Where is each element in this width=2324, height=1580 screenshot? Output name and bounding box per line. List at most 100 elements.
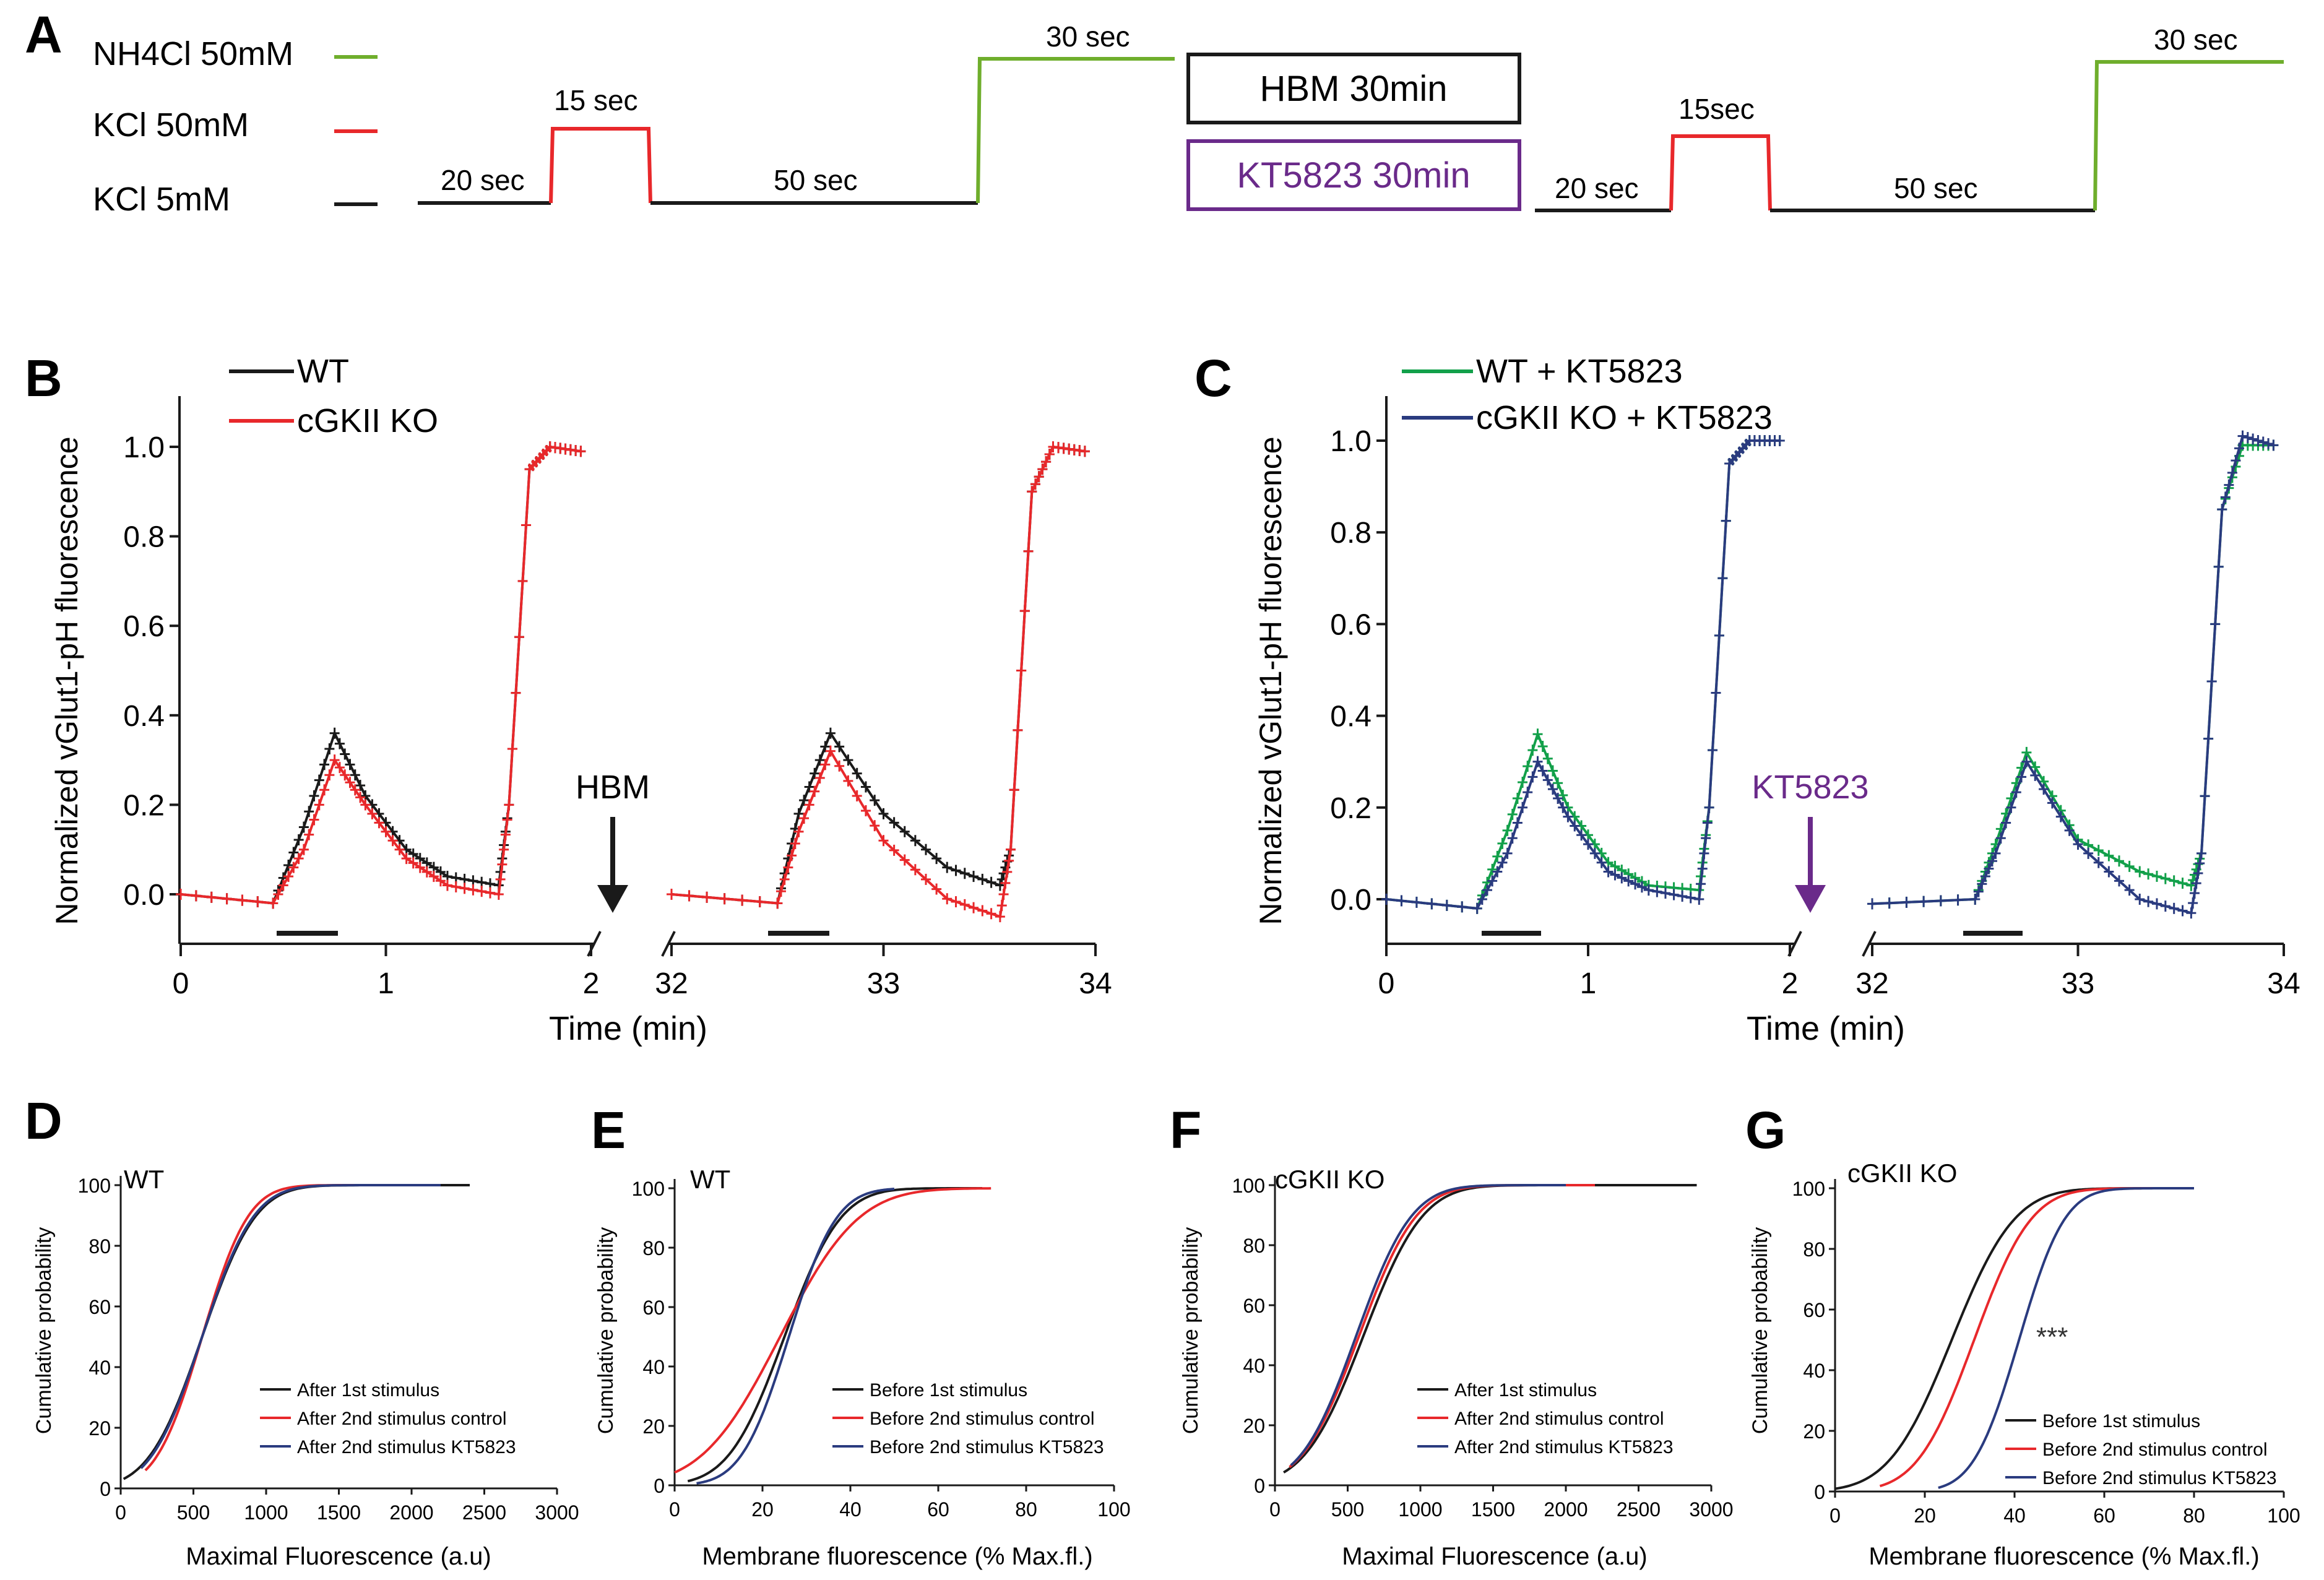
cdf-curve-3 xyxy=(696,1188,895,1485)
panel-g-ylabel: Cumulative probability xyxy=(1748,1227,1772,1435)
panel-c: C Normalized vGlut1-pH fluorescence Time… xyxy=(1194,349,2300,1047)
y-tick-label: 0.6 xyxy=(123,610,165,643)
x-tick-label: 20 xyxy=(751,1498,774,1521)
x-tick-label: 60 xyxy=(927,1498,949,1521)
x-tick-label: 500 xyxy=(177,1501,210,1524)
panel-b-axes: 0.0 0.2 0.4 0.6 0.8 1.0 0 1 2 32 33 34 xyxy=(123,396,1112,1000)
panel-letter-a: A xyxy=(25,6,63,64)
x-tick-label: 100 xyxy=(2267,1504,2300,1527)
y-tick-label: 20 xyxy=(89,1417,111,1440)
protocol2-seg2-label: 15sec xyxy=(1678,93,1755,125)
x-tick-label: 32 xyxy=(1855,967,1888,1000)
panel-c-break-mark xyxy=(1862,931,1877,957)
legend-kcl50-label: KCl 50mM xyxy=(93,106,249,144)
legend-label: After 2nd stimulus control xyxy=(297,1409,506,1429)
y-tick-label: 40 xyxy=(1803,1360,1825,1382)
x-tick-label: 2000 xyxy=(389,1501,433,1524)
panel-c-axes: 0.0 0.2 0.4 0.6 0.8 1.0 0 1 2 32 33 34 xyxy=(1330,396,2300,1000)
trace-cgkii-ko-kt5823 xyxy=(1872,434,2274,915)
panel-b: B Normalized vGlut1-pH fluorescence Time… xyxy=(25,349,1112,1047)
box-kt5823-label: KT5823 30min xyxy=(1237,155,1470,196)
x-tick-label: 2000 xyxy=(1544,1498,1587,1521)
x-tick-label: 32 xyxy=(655,967,688,1000)
x-tick-label: 2 xyxy=(583,967,600,1000)
y-tick-label: 80 xyxy=(89,1235,111,1258)
y-tick-label: 20 xyxy=(1243,1415,1265,1437)
protocol1-seg3-label: 50 sec xyxy=(774,164,858,196)
y-tick-label: 60 xyxy=(89,1296,111,1318)
protocol1-seg1-label: 20 sec xyxy=(441,164,525,196)
panel-b-ylabel: Normalized vGlut1-pH fluorescence xyxy=(50,436,84,925)
x-tick-label: 0 xyxy=(1378,967,1395,1000)
panel-c-arrow-label: KT5823 xyxy=(1752,769,1868,806)
panel-b-break-mark xyxy=(661,931,676,957)
y-tick-label: 100 xyxy=(1792,1178,1825,1200)
y-tick-label: 40 xyxy=(89,1357,111,1379)
x-tick-label: 2 xyxy=(1782,967,1799,1000)
protocol1-step-kcl50 xyxy=(549,127,652,204)
x-tick-label: 80 xyxy=(2183,1504,2205,1527)
x-tick-label: 33 xyxy=(2062,967,2094,1000)
y-tick-label: 100 xyxy=(1232,1175,1265,1197)
panel-c-xlabel: Time (min) xyxy=(1747,1010,1905,1047)
panel-letter-e: E xyxy=(591,1101,626,1159)
panel-c-ylabel: Normalized vGlut1-pH fluorescence xyxy=(1253,436,1288,925)
legend-label: Before 1st stimulus xyxy=(2042,1411,2200,1431)
protocol1-seg4-label: 30 sec xyxy=(1046,20,1130,53)
legend-label: Before 1st stimulus xyxy=(870,1380,1027,1401)
x-tick-label: 1500 xyxy=(317,1501,361,1524)
x-tick-label: 0 xyxy=(173,967,189,1000)
y-tick-label: 100 xyxy=(78,1175,111,1197)
y-tick-label: 0 xyxy=(1254,1475,1265,1497)
protocol2-seg4-label: 30 sec xyxy=(2154,24,2238,56)
x-tick-label: 40 xyxy=(2003,1504,2026,1527)
cdf-curve-1 xyxy=(1283,1184,1697,1474)
trace-cgkii-ko-kt5823 xyxy=(1386,439,1780,910)
y-tick-label: 0 xyxy=(654,1475,665,1497)
panel-e-xlabel: Membrane fluorescence (% Max.fl.) xyxy=(702,1543,1092,1570)
x-tick-label: 2500 xyxy=(462,1501,506,1524)
x-tick-label: 1 xyxy=(378,967,394,1000)
y-tick-label: 80 xyxy=(642,1237,665,1259)
y-tick-label: 60 xyxy=(642,1297,665,1319)
panel-letter-b: B xyxy=(25,349,63,407)
panel-letter-g: G xyxy=(1745,1101,1786,1159)
legend-label: After 2nd stimulus control xyxy=(1454,1409,1664,1429)
legend-label: After 1st stimulus xyxy=(1454,1380,1597,1401)
x-tick-label: 3000 xyxy=(535,1501,579,1524)
legend-label: After 1st stimulus xyxy=(297,1380,439,1401)
x-tick-label: 1500 xyxy=(1471,1498,1515,1521)
panel-e-ylabel: Cumulative probability xyxy=(594,1227,618,1435)
panel-d: D WT Cumulative probability Maximal Fluo… xyxy=(25,1092,579,1570)
y-tick-label: 0 xyxy=(1814,1481,1825,1503)
legend-label: After 2nd stimulus KT5823 xyxy=(297,1437,516,1457)
protocol2-seg3-label: 50 sec xyxy=(1894,172,1978,204)
legend-kcl5-label: KCl 5mM xyxy=(93,181,230,218)
x-tick-label: 3000 xyxy=(1689,1498,1733,1521)
cdf-curve-1 xyxy=(123,1184,470,1480)
x-tick-label: 0 xyxy=(115,1501,126,1524)
y-tick-label: 60 xyxy=(1243,1295,1265,1317)
panel-e: E WT Cumulative probability Membrane flu… xyxy=(591,1101,1131,1570)
panel-b-arrow-label: HBM xyxy=(576,769,650,806)
x-tick-label: 0 xyxy=(669,1498,680,1521)
panel-g-tag: cGKII KO xyxy=(1847,1159,1957,1188)
trace-wt xyxy=(180,445,581,905)
panel-b-xlabel: Time (min) xyxy=(549,1010,707,1047)
x-tick-label: 20 xyxy=(1914,1504,1936,1527)
panel-b-legend-wt: WT xyxy=(297,353,349,390)
protocol2-step-kcl50 xyxy=(1669,134,1772,211)
panel-f-xlabel: Maximal Fluorescence (a.u) xyxy=(1342,1543,1648,1570)
x-tick-label: 2500 xyxy=(1617,1498,1661,1521)
y-tick-label: 0.6 xyxy=(1330,608,1372,641)
trace-wt xyxy=(671,445,1086,905)
panel-f: F cGKII KO Cumulative probability Maxima… xyxy=(1170,1101,1734,1570)
cdf-curve-2 xyxy=(674,1187,991,1474)
panel-letter-f: F xyxy=(1170,1101,1201,1159)
panel-letter-c: C xyxy=(1194,349,1232,407)
x-tick-label: 500 xyxy=(1331,1498,1364,1521)
protocol1-step-nh4cl xyxy=(976,57,1175,204)
y-tick-label: 0.0 xyxy=(123,879,165,912)
x-tick-label: 34 xyxy=(2267,967,2300,1000)
